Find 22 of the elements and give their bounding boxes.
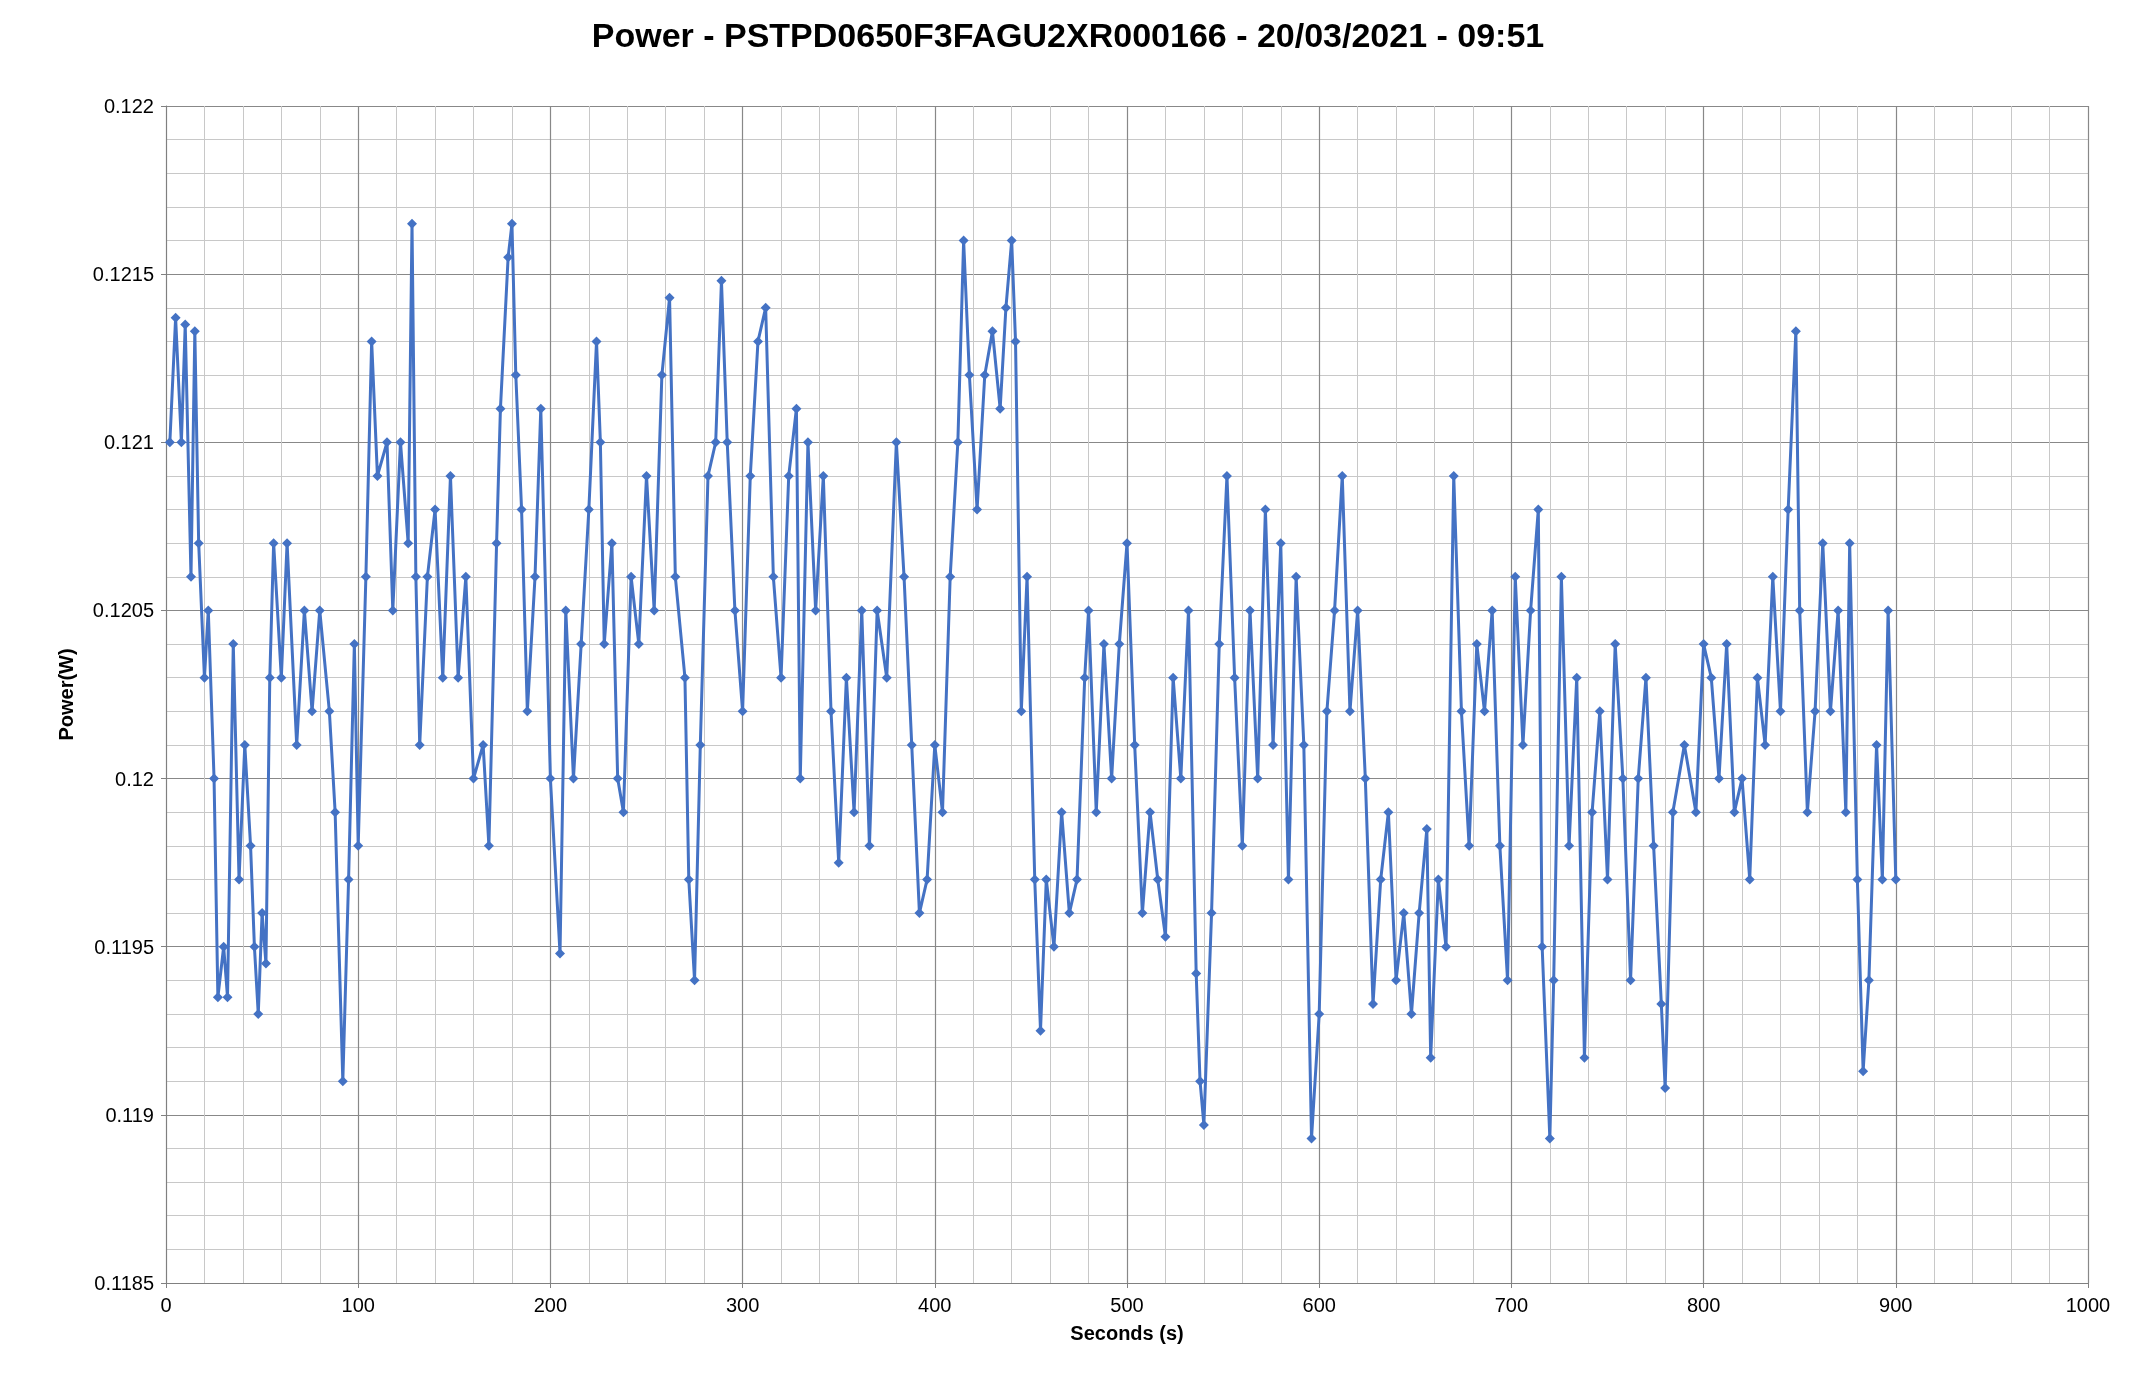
y-tick-label: 0.1195: [94, 935, 154, 958]
x-tick-label: 1000: [2065, 1294, 2111, 1316]
y-tick-label: 0.121: [103, 431, 154, 454]
y-tick-label: 0.1185: [94, 1272, 154, 1294]
x-tick-label: 200: [533, 1294, 568, 1316]
x-tick-label: 0: [160, 1294, 172, 1316]
y-tick-label: 0.1205: [92, 599, 154, 622]
x-axis-title: Seconds (s): [1070, 1322, 1184, 1344]
y-tick-label: 0.1215: [92, 263, 154, 286]
x-tick-label: 400: [918, 1294, 952, 1316]
x-tick-label: 600: [1302, 1294, 1336, 1316]
chart-title: Power - PSTPD0650F3FAGU2XR000166 - 20/03/2021 - 09:51: [591, 16, 1545, 54]
x-tick-label: 800: [1686, 1294, 1721, 1316]
x-tick-label: 500: [1110, 1294, 1144, 1316]
y-tick-label: 0.119: [105, 1103, 154, 1126]
y-axis-title: Power(W): [55, 648, 77, 741]
x-tick-label: 300: [725, 1294, 760, 1316]
y-tick-label: 0.12: [115, 767, 154, 790]
y-tick-label: 0.122: [103, 95, 154, 117]
x-tick-label: 900: [1879, 1294, 1913, 1316]
x-tick-label: 700: [1494, 1294, 1529, 1316]
x-tick-label: 100: [341, 1294, 375, 1316]
